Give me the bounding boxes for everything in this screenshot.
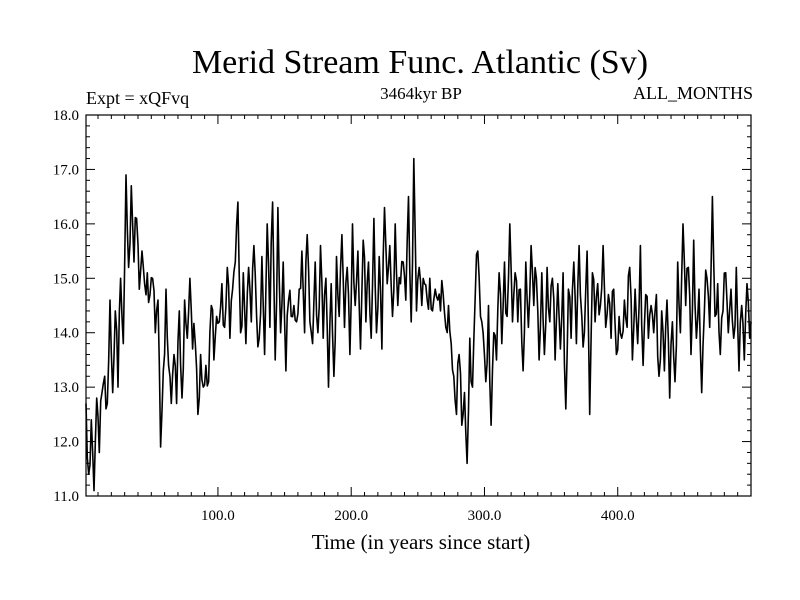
y-tick-label: 18.0 — [53, 108, 79, 124]
y-tick-label: 14.0 — [53, 326, 79, 342]
y-tick-label: 16.0 — [53, 217, 79, 233]
experiment-label: Expt = xQFvq — [86, 88, 189, 108]
series-group — [85, 157, 752, 492]
x-tick-label: 300.0 — [468, 508, 502, 524]
y-tick-label: 17.0 — [53, 162, 79, 178]
x-axis-label: Time (in years since start) — [312, 530, 531, 554]
x-tick-label: 100.0 — [201, 508, 235, 524]
plot-frame — [85, 114, 752, 497]
axis-tick-labels: 11.0 12.0 13.0 14.0 15.0 16.0 17.0 18.0 100.0 200… — [53, 108, 635, 524]
period-label: 3464kyr BP — [380, 84, 462, 103]
x-tick-label: 400.0 — [601, 508, 635, 524]
y-tick-label: 12.0 — [53, 435, 79, 451]
chart-title: Merid Stream Func. Atlantic (Sv) — [192, 44, 648, 81]
y-tick-label: 11.0 — [53, 489, 79, 505]
series-line — [85, 157, 752, 492]
months-label: ALL_MONTHS — [633, 83, 753, 103]
x-tick-label: 200.0 — [334, 508, 368, 524]
y-tick-label: 13.0 — [53, 380, 79, 396]
y-tick-label: 15.0 — [53, 271, 79, 287]
